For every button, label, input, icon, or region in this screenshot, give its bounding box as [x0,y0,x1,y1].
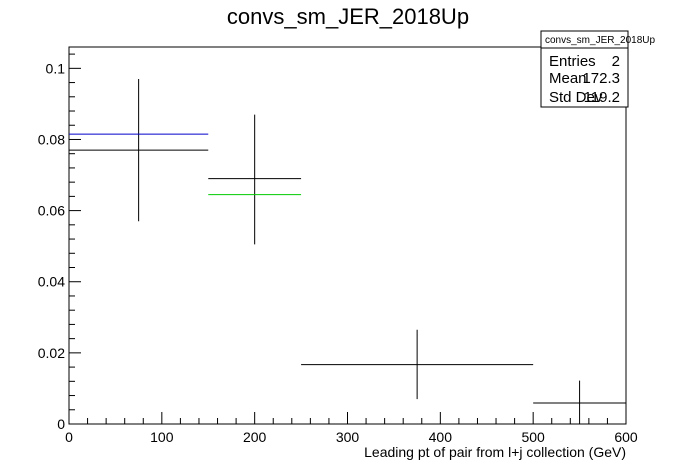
y-tick-label: 0.02 [38,345,65,361]
y-tick-label: 0.08 [38,131,65,147]
x-axis-label: Leading pt of pair from l+j collection (… [364,444,626,460]
x-tick-label: 100 [150,429,174,445]
stats-mean-label: Mean [549,70,587,87]
chart-title: convs_sm_JER_2018Up [227,4,469,29]
y-tick-label: 0 [57,416,65,432]
x-tick-label: 600 [614,429,638,445]
histogram-bins [69,79,626,424]
stats-box-frame [540,30,629,108]
y-tick-label: 0.1 [46,60,66,76]
x-tick-label: 500 [521,429,545,445]
y-tick-label: 0.06 [38,203,65,219]
stats-entries-label: Entries [549,53,596,70]
stats-mean-value: 172.3 [582,70,620,87]
y-axis: 0 0.02 0.04 0.06 0.08 0.1 [38,53,81,432]
stats-entries-value: 2 [612,53,620,70]
stats-box-title: convs_sm_JER_2018Up [545,35,655,46]
stats-stddev-label: Std Dev [549,89,603,106]
x-tick-label: 0 [65,429,73,445]
stats-box: convs_sm_JER_2018Up Entries 2 Mean 172.3… [540,30,655,108]
stats-stddev-value: 119.2 [584,89,620,106]
x-tick-label: 200 [243,429,267,445]
x-axis: 0 100 200 300 400 500 600 [65,412,638,445]
x-tick-label: 400 [429,429,453,445]
x-tick-label: 300 [336,429,360,445]
y-tick-label: 0.04 [38,274,65,290]
